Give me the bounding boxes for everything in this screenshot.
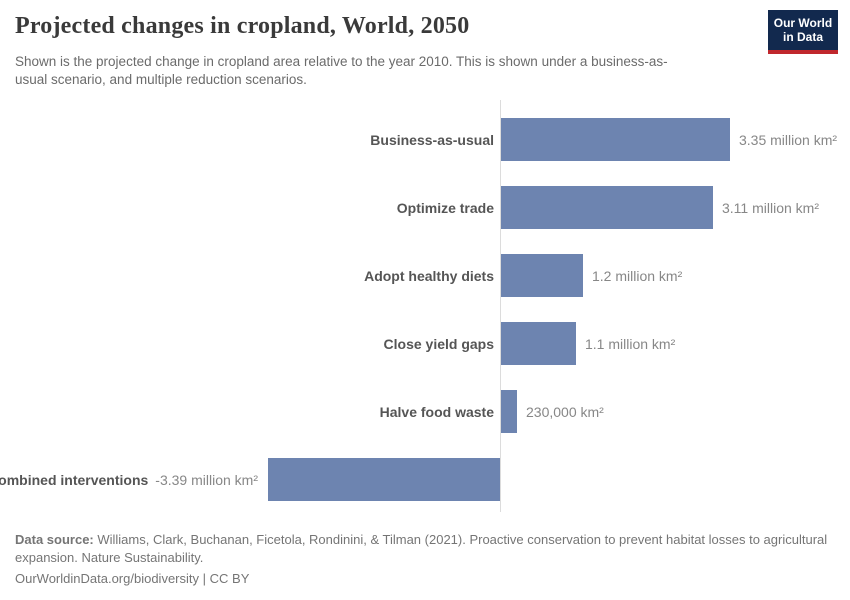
bar [268,458,500,501]
bar-row: Adopt healthy diets 1.2 million km² [0,254,850,297]
bar [501,254,583,297]
owid-logo-line2: in Data [782,30,823,44]
value-label: 1.2 million km² [592,267,683,284]
citation-link: OurWorldinData.org/biodiversity [15,570,199,586]
owid-logo-box: Our World in Data [768,10,838,50]
bar [501,186,713,229]
value-label-cell: 1.1 million km² [585,322,675,365]
bar [501,322,576,365]
value-label-cell: 1.2 million km² [592,254,682,297]
category-label-cell: Close yield gaps [0,322,494,365]
value-label: 230,000 km² [526,403,604,420]
chart-area: Business-as-usual 3.35 million km² Optimiz… [0,100,850,512]
data-source-line: Data source: Williams, Clark, Buchanan, … [15,531,835,567]
value-label: 1.1 million km² [585,335,676,352]
data-source-text: Williams, Clark, Buchanan, Ficetola, Ron… [15,532,828,565]
value-label: 3.35 million km² [739,131,838,148]
bar-row: Business-as-usual 3.35 million km² [0,118,850,161]
category-label: Halve food waste [379,403,494,420]
citation-separator: | [202,570,207,586]
page-subtitle: Shown is the projected change in croplan… [15,54,668,87]
value-label-cell: 3.35 million km² [739,118,837,161]
owid-logo-strip [768,50,838,54]
category-label-cell: Business-as-usual [0,118,494,161]
value-label-cell: 3.11 million km² [722,186,819,229]
category-label-cell: Optimize trade [0,186,494,229]
value-label-cell: 230,000 km² [526,390,604,433]
category-label: Combined interventions [0,471,149,488]
bar-row: Close yield gaps 1.1 million km² [0,322,850,365]
owid-logo-line1: Our World [773,15,833,30]
footer: Data source: Williams, Clark, Buchanan, … [15,531,835,588]
category-label: Adopt healthy diets [364,267,494,284]
page-title: Projected changes in cropland, World, 20… [15,13,470,39]
category-label: Close yield gaps [383,335,494,352]
bar-row: Optimize trade 3.11 million km² [0,186,850,229]
category-label: Business-as-usual [370,131,494,148]
category-label-cell: Halve food waste [0,390,494,433]
bar [501,390,517,433]
citation-line: OurWorldinData.org/biodiversity | CC BY [15,570,835,588]
license-badge: CC BY [209,570,250,586]
category-label: Optimize trade [396,199,494,216]
owid-logo: Our World in Data [768,10,838,54]
category-label-cell: Adopt healthy diets [0,254,494,297]
value-label: 3.11 million km² [722,199,819,216]
category-label-cell: Combined interventions -3.39 million km² [0,458,258,501]
value-label: -3.39 million km² [155,471,258,488]
data-source-label: Data source: [15,532,94,547]
bar [501,118,730,161]
zero-axis-line [500,100,501,512]
bar-row: Halve food waste 230,000 km² [0,390,850,433]
bar-row: Combined interventions -3.39 million km² [0,458,850,501]
